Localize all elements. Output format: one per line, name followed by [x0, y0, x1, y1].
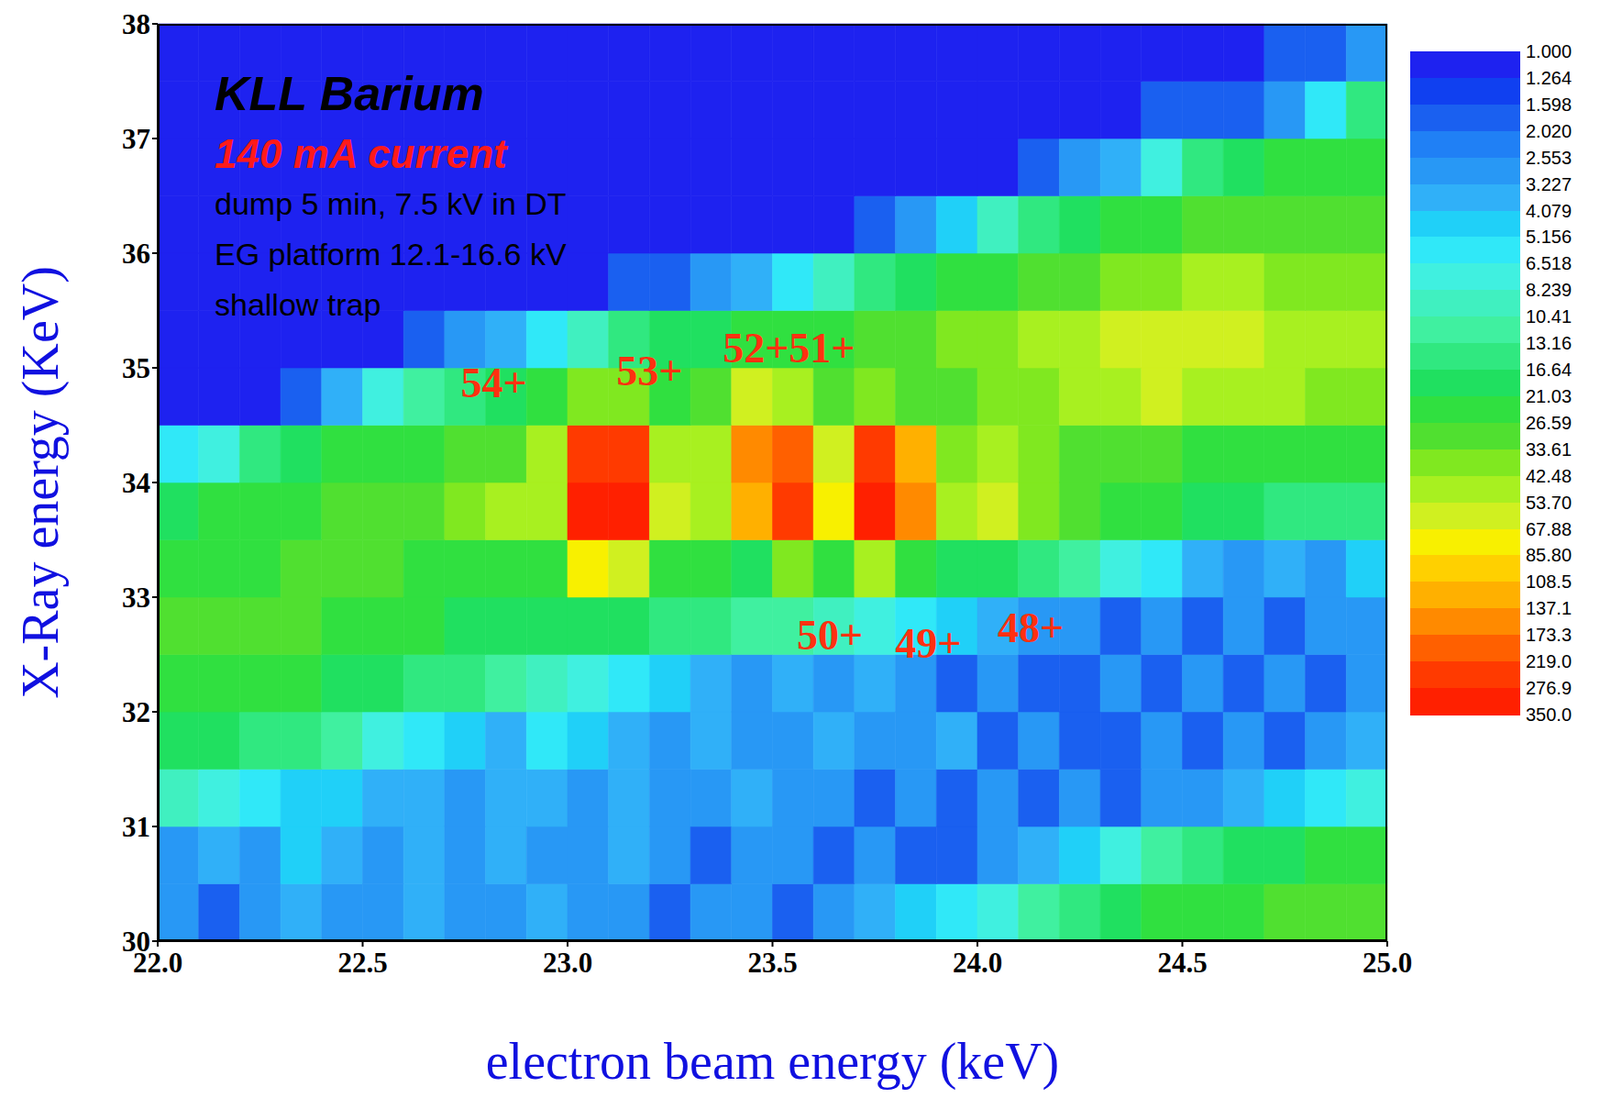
svg-text:30: 30	[121, 925, 151, 958]
html-text:350.0: 350.0	[1525, 703, 1572, 724]
html-text:13.16: 13.16	[1525, 332, 1572, 353]
svg-text:35: 35	[121, 352, 151, 385]
html-text:1.264: 1.264	[1525, 67, 1572, 88]
html-text:67.88: 67.88	[1525, 518, 1572, 539]
svg-text:23.5: 23.5	[747, 946, 797, 979]
html-text:4.079: 4.079	[1525, 199, 1572, 221]
html-text:140 mA current: 140 mA current	[214, 131, 507, 177]
html-text:42.48: 42.48	[1525, 465, 1572, 486]
html-text:1.000: 1.000	[1525, 40, 1572, 61]
html-text:137.1: 137.1	[1525, 597, 1572, 618]
svg-text:24.5: 24.5	[1157, 946, 1207, 979]
html-text:shallow trap: shallow trap	[214, 286, 381, 322]
svg-text:34: 34	[121, 466, 151, 499]
svg-text:33: 33	[121, 581, 151, 614]
html-text:48+: 48+	[997, 603, 1064, 651]
html-text:53.70: 53.70	[1525, 491, 1572, 512]
svg-text:24.0: 24.0	[952, 946, 1003, 979]
html-text:dump 5 min, 7.5 kV in DT: dump 5 min, 7.5 kV in DT	[214, 186, 567, 221]
html-text:21.03: 21.03	[1525, 385, 1572, 406]
html-text:26.59: 26.59	[1525, 412, 1572, 433]
svg-text:32: 32	[121, 695, 151, 729]
svg-text:36: 36	[121, 237, 151, 270]
html-text:50+: 50+	[796, 611, 863, 659]
html-text:3.227: 3.227	[1525, 173, 1572, 194]
html-text:173.3: 173.3	[1525, 624, 1572, 645]
html-text:X-Ray energy (KeV): X-Ray energy (KeV)	[11, 266, 69, 699]
html-text:electron beam energy (keV): electron beam energy (keV)	[485, 1032, 1060, 1090]
html-text:KLL Barium: KLL Barium	[214, 66, 484, 121]
svg-text:23.0: 23.0	[542, 946, 593, 979]
html-text:16.64: 16.64	[1525, 358, 1572, 380]
html-text:108.5: 108.5	[1525, 571, 1572, 592]
html-text:2.020: 2.020	[1525, 120, 1572, 141]
html-text:33.61: 33.61	[1525, 438, 1572, 459]
html-text:53+: 53+	[616, 346, 683, 394]
svg-text:25.0: 25.0	[1362, 946, 1413, 979]
html-text:8.239: 8.239	[1525, 279, 1572, 300]
svg-text:22.0: 22.0	[132, 946, 183, 979]
html-text:6.518: 6.518	[1525, 252, 1572, 274]
svg-text:37: 37	[121, 122, 151, 155]
svg-text:38: 38	[121, 8, 151, 41]
html-text:54+: 54+	[460, 359, 527, 407]
html-text:49+: 49+	[895, 619, 962, 667]
html-text:85.80: 85.80	[1525, 544, 1572, 565]
html-text:5.156: 5.156	[1525, 226, 1572, 247]
html-text:276.9: 276.9	[1525, 677, 1572, 698]
svg-text:31: 31	[121, 810, 151, 843]
html-text:EG platform 12.1-16.6 kV: EG platform 12.1-16.6 kV	[214, 236, 567, 272]
svg-text:22.5: 22.5	[337, 946, 387, 979]
html-text:52+51+: 52+51+	[722, 323, 856, 371]
html-text:1.598: 1.598	[1525, 93, 1572, 114]
html-text:10.41: 10.41	[1525, 305, 1572, 327]
html-text:219.0: 219.0	[1525, 650, 1572, 671]
html-text:2.553: 2.553	[1525, 146, 1572, 168]
